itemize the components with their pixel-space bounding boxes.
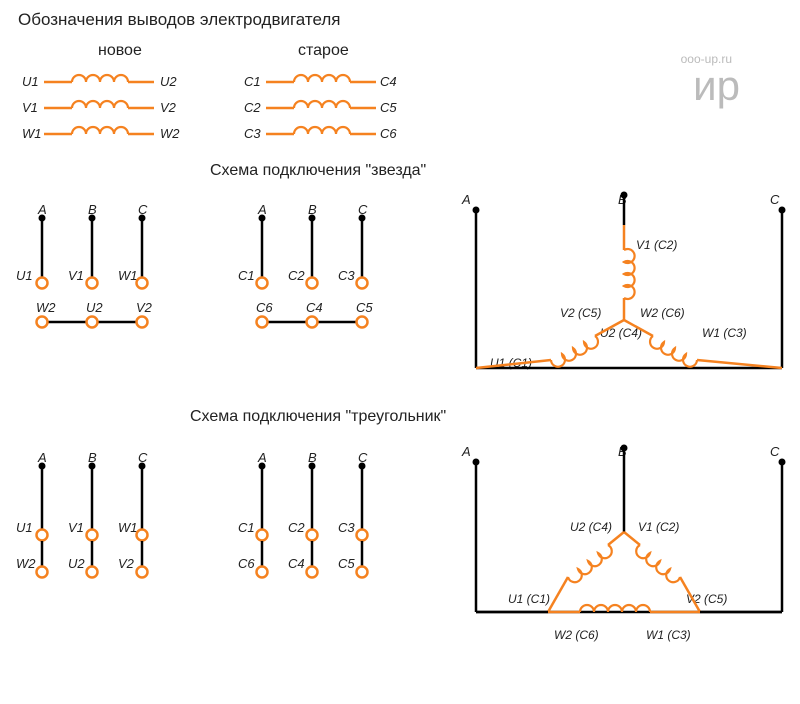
delta-block-old	[257, 463, 368, 578]
delta-block-new	[37, 463, 148, 578]
star-block-new	[37, 215, 148, 328]
star-block-old	[257, 215, 368, 328]
diagram-svg	[0, 0, 800, 704]
star-big	[473, 192, 786, 369]
delta-big	[473, 445, 786, 613]
